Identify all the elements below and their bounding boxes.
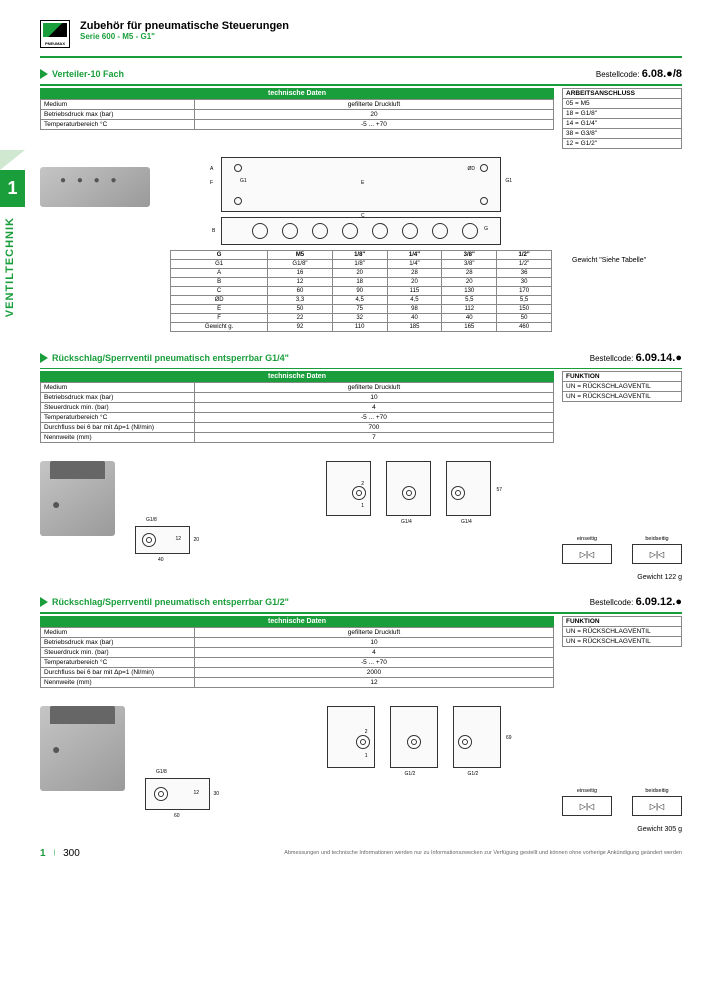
tech-drawing-front: B G xyxy=(221,217,501,245)
page-subtitle: Serie 600 - M5 - G1" xyxy=(80,32,289,41)
section-title: Rückschlag/Sperrventil pneumatisch entsp… xyxy=(52,353,289,363)
weight-note: Gewicht 305 g xyxy=(145,826,682,833)
function-table: FUNKTION UN = RÜCKSCHLAGVENTILUN = RÜCKS… xyxy=(562,616,682,647)
tech-drawings: 12 G1/4 57G1/4 xyxy=(135,461,682,516)
divider xyxy=(40,56,682,58)
pneumatic-symbol-icon xyxy=(632,796,682,816)
weight-note: Gewicht "Siehe Tabelle" xyxy=(572,257,682,264)
pneumatic-symbol-icon xyxy=(632,544,682,564)
footer-chapter: 1 xyxy=(40,848,46,859)
divider xyxy=(40,84,682,86)
pneumatic-symbol-icon xyxy=(562,796,612,816)
function-table: FUNKTION UN = RÜCKSCHLAGVENTILUN = RÜCKS… xyxy=(562,371,682,402)
page: 1 VENTILTECHNIK Zubehör für pneumatische… xyxy=(0,0,707,1000)
dimension-table: GM51/8"1/4"3/8"1/2"G1G1/8"1/8"1/4"3/8"1/… xyxy=(170,250,552,332)
section-1: Verteiler-10 Fach Bestellcode: 6.08.●/8 … xyxy=(40,68,682,337)
side-tab: 1 VENTILTECHNIK xyxy=(0,170,25,350)
bestellcode: Bestellcode: 6.09.12.● xyxy=(590,596,682,608)
tech-drawings: 12 G1/2 69G1/2 xyxy=(145,706,682,768)
arrow-icon xyxy=(40,597,48,607)
footer-page-num: 300 xyxy=(63,848,80,859)
pneumatic-symbol-icon xyxy=(562,544,612,564)
tech-data-table: Mediumgefilterte DruckluftBetriebsdruck … xyxy=(40,627,554,688)
product-image xyxy=(40,706,125,791)
arrow-icon xyxy=(40,69,48,79)
header-text: Zubehör für pneumatische Steuerungen Ser… xyxy=(80,20,289,41)
weight-note: Gewicht 122 g xyxy=(135,574,682,581)
product-image xyxy=(40,167,150,207)
tech-header: technische Daten xyxy=(40,616,554,627)
divider xyxy=(40,612,682,614)
connection-table: ARBEITSANSCHLUSS 05 = M518 = G1/8"14 = G… xyxy=(562,88,682,149)
arrow-icon xyxy=(40,353,48,363)
footer-disclaimer: Abmessungen und technische Informationen… xyxy=(88,850,682,856)
product-image xyxy=(40,461,115,536)
side-triangle xyxy=(0,150,25,170)
side-tab-number: 1 xyxy=(0,170,25,207)
tech-data-table: Mediumgefilterte DruckluftBetriebsdruck … xyxy=(40,382,554,443)
section-header: Verteiler-10 Fach Bestellcode: 6.08.●/8 xyxy=(40,68,682,80)
tech-header: technische Daten xyxy=(40,371,554,382)
section-3: Rückschlag/Sperrventil pneumatisch entsp… xyxy=(40,596,682,833)
section-2: Rückschlag/Sperrventil pneumatisch entsp… xyxy=(40,352,682,582)
side-tab-text: VENTILTECHNIK xyxy=(0,207,20,327)
page-title: Zubehör für pneumatische Steuerungen xyxy=(80,20,289,32)
bestellcode: Bestellcode: 6.09.14.● xyxy=(590,352,682,364)
page-header: Zubehör für pneumatische Steuerungen Ser… xyxy=(40,20,682,48)
page-footer: 1 | 300 Abmessungen und technische Infor… xyxy=(40,848,682,859)
tech-drawing-top: A F G1 ØD G1 E C xyxy=(221,157,501,212)
section-title: Verteiler-10 Fach xyxy=(52,69,124,79)
logo-icon xyxy=(40,20,70,48)
tech-header: technische Daten xyxy=(40,88,554,99)
divider xyxy=(40,368,682,370)
bestellcode: Bestellcode: 6.08.●/8 xyxy=(596,68,682,80)
section-title: Rückschlag/Sperrventil pneumatisch entsp… xyxy=(52,597,289,607)
tech-data-table: Mediumgefilterte DruckluftBetriebsdruck … xyxy=(40,99,554,130)
